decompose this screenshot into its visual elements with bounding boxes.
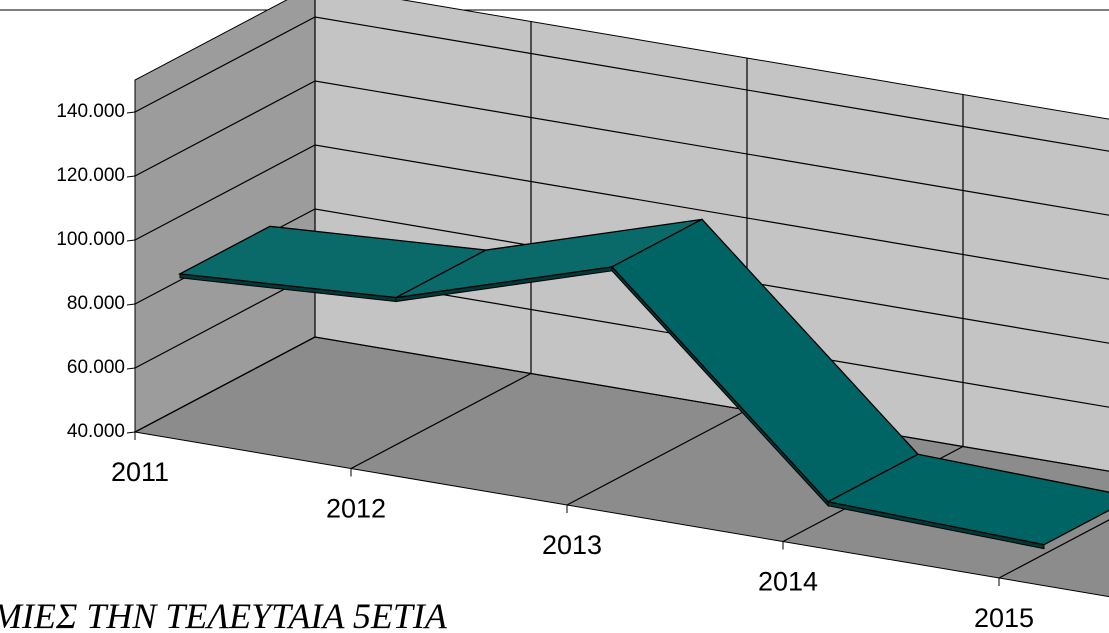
plot: 40.000 60.000 80.000 100.000 120.000 140.000 2… (56, 0, 1109, 633)
x-tick-label: 2011 (111, 457, 169, 487)
floor-grid (134, 336, 316, 433)
y-tick (126, 303, 136, 306)
ribbon (826, 453, 1109, 546)
floor-grid (998, 519, 1109, 579)
y-tick-label: 40.000 (67, 421, 125, 442)
x-tick-label: 2012 (326, 494, 386, 524)
y-tick-label: 120.000 (56, 165, 125, 186)
y-tick (126, 239, 136, 242)
x-tick-label: 2013 (542, 530, 602, 560)
floor-grid (566, 409, 748, 506)
x-tick-label: 2014 (758, 567, 818, 597)
y-tick (126, 431, 136, 434)
y-tick-label: 100.000 (56, 229, 125, 250)
y-tick-label: 80.000 (67, 293, 125, 314)
y-tick (126, 367, 136, 370)
x-tick-label: 2015 (974, 603, 1034, 633)
y-tick (126, 175, 136, 178)
y-tick-label: 60.000 (67, 357, 125, 378)
y-tick (126, 111, 136, 114)
chart-title: ΜΙΕΣ ΤΗΝ ΤΕΛΕΥΤΑΙΑ 5ΕΤΙΑ (0, 596, 448, 633)
y-tick-label: 140.000 (56, 101, 125, 122)
floor-grid (350, 372, 532, 470)
